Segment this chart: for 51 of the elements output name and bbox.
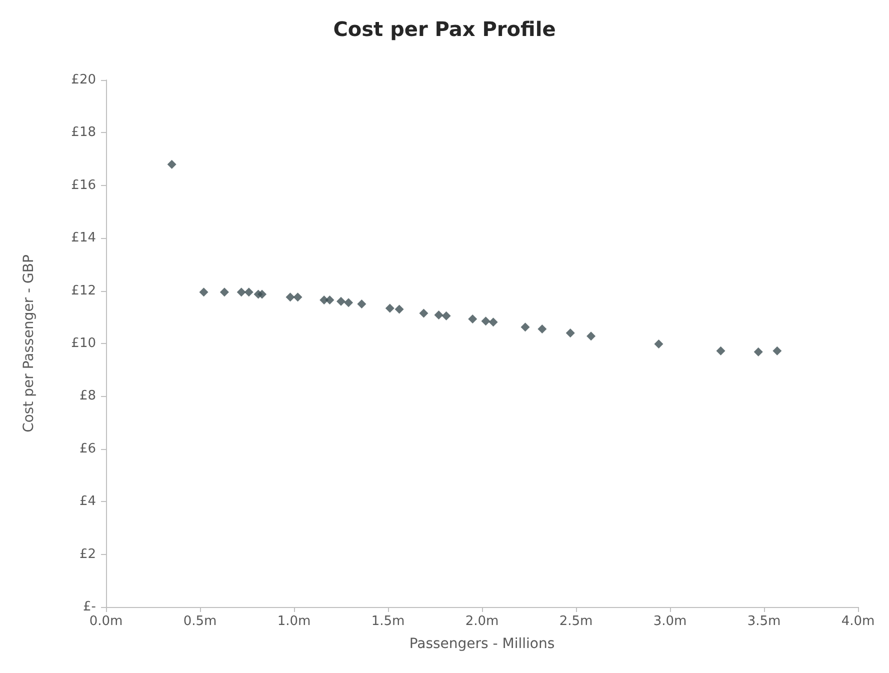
x-tick-label: 1.0m: [277, 614, 311, 629]
x-tick-label: 0.0m: [89, 614, 123, 629]
point: [419, 308, 428, 318]
x-tick-label: 1.5m: [371, 614, 405, 629]
y-tick-label: £14: [71, 230, 96, 246]
point: [566, 328, 575, 338]
y-axis-title: Cost per Passenger - GBP: [21, 254, 37, 432]
chart-title: Cost per Pax Profile: [333, 17, 556, 41]
point: [468, 314, 478, 324]
point: [654, 340, 664, 349]
point: [442, 311, 451, 320]
point: [754, 347, 763, 356]
x-tick-label: 3.0m: [653, 614, 687, 629]
y-tick-label: £16: [71, 178, 96, 193]
point: [586, 332, 596, 341]
y-tick-label: £12: [71, 283, 96, 298]
point: [520, 322, 530, 332]
point: [357, 299, 366, 308]
y-tick-label: £4: [79, 494, 96, 510]
y-tick-label: £20: [71, 72, 96, 88]
point: [220, 288, 229, 297]
point: [394, 304, 404, 314]
point: [716, 346, 726, 356]
y-tick-label: £2: [79, 546, 96, 562]
point: [488, 318, 498, 327]
x-tick-label: 2.5m: [559, 614, 593, 629]
point: [236, 288, 246, 297]
point: [481, 316, 490, 326]
x-tick-label: 0.5m: [183, 614, 217, 629]
y-tick-label: £10: [71, 336, 96, 351]
point: [336, 296, 346, 306]
y-tick-label: £6: [79, 441, 96, 456]
x-tick-label: 4.0m: [841, 614, 875, 629]
point: [244, 288, 254, 297]
point: [258, 290, 267, 299]
point: [538, 324, 547, 334]
y-tick-label: £18: [71, 125, 96, 140]
point: [199, 288, 208, 297]
y-tick-label: £8: [79, 388, 96, 404]
point: [167, 160, 176, 169]
point: [286, 292, 295, 302]
point: [434, 310, 444, 320]
y-tick-label: £-: [83, 600, 96, 614]
point: [325, 296, 334, 305]
point: [344, 298, 354, 308]
point: [385, 304, 394, 313]
x-tick-label: 2.0m: [465, 614, 499, 629]
x-tick-label: 3.5m: [747, 614, 781, 629]
point: [293, 292, 302, 302]
x-axis-title: Passengers - Millions: [409, 636, 555, 652]
point: [772, 346, 782, 356]
